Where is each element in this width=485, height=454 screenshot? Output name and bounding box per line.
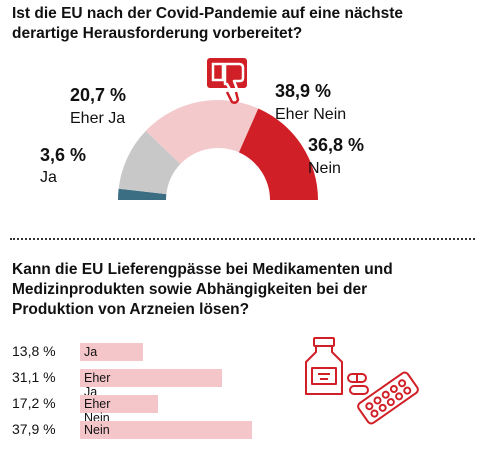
bar-category-label: Ja [84,345,98,359]
bar-ja [80,343,143,361]
bar-category-label: Nein [84,423,110,437]
thumbs-down-icon [207,58,247,104]
bar-value-label: 13,8 % [12,343,56,359]
label-eher-ja-value: 20,7 % [70,85,127,105]
label-eher-ja: Eher Ja [70,110,126,127]
section-divider [10,238,475,240]
bar-value-label: 17,2 % [12,395,56,411]
donut-slice-eher-nein [145,99,259,165]
question-1-title: Ist die EU nach der Covid-Pandemie auf e… [12,5,404,42]
medicine-bottle-pills-icon [305,337,419,425]
bar-eher-ja [80,369,222,387]
bar-value-label: 31,1 % [12,369,56,385]
label-ja: Ja [40,169,57,186]
half-donut-chart [118,99,318,200]
label-nein: Nein [308,160,341,177]
bar-eher-nein [80,395,159,413]
label-eher-nein: Eher Nein [275,106,347,123]
label-eher-nein-value: 38,9 % [275,81,332,101]
label-nein-value: 36,8 % [308,135,365,155]
bar-value-label: 37,9 % [12,421,56,437]
donut-slice-nein [238,108,318,200]
donut-slice-eher-ja [118,130,181,195]
label-ja-value: 3,6 % [40,145,87,165]
question-2-title: Kann die EU Lieferengpässe bei Medikamen… [12,261,393,318]
bar-nein [80,421,253,439]
donut-slice-ja [118,188,167,200]
